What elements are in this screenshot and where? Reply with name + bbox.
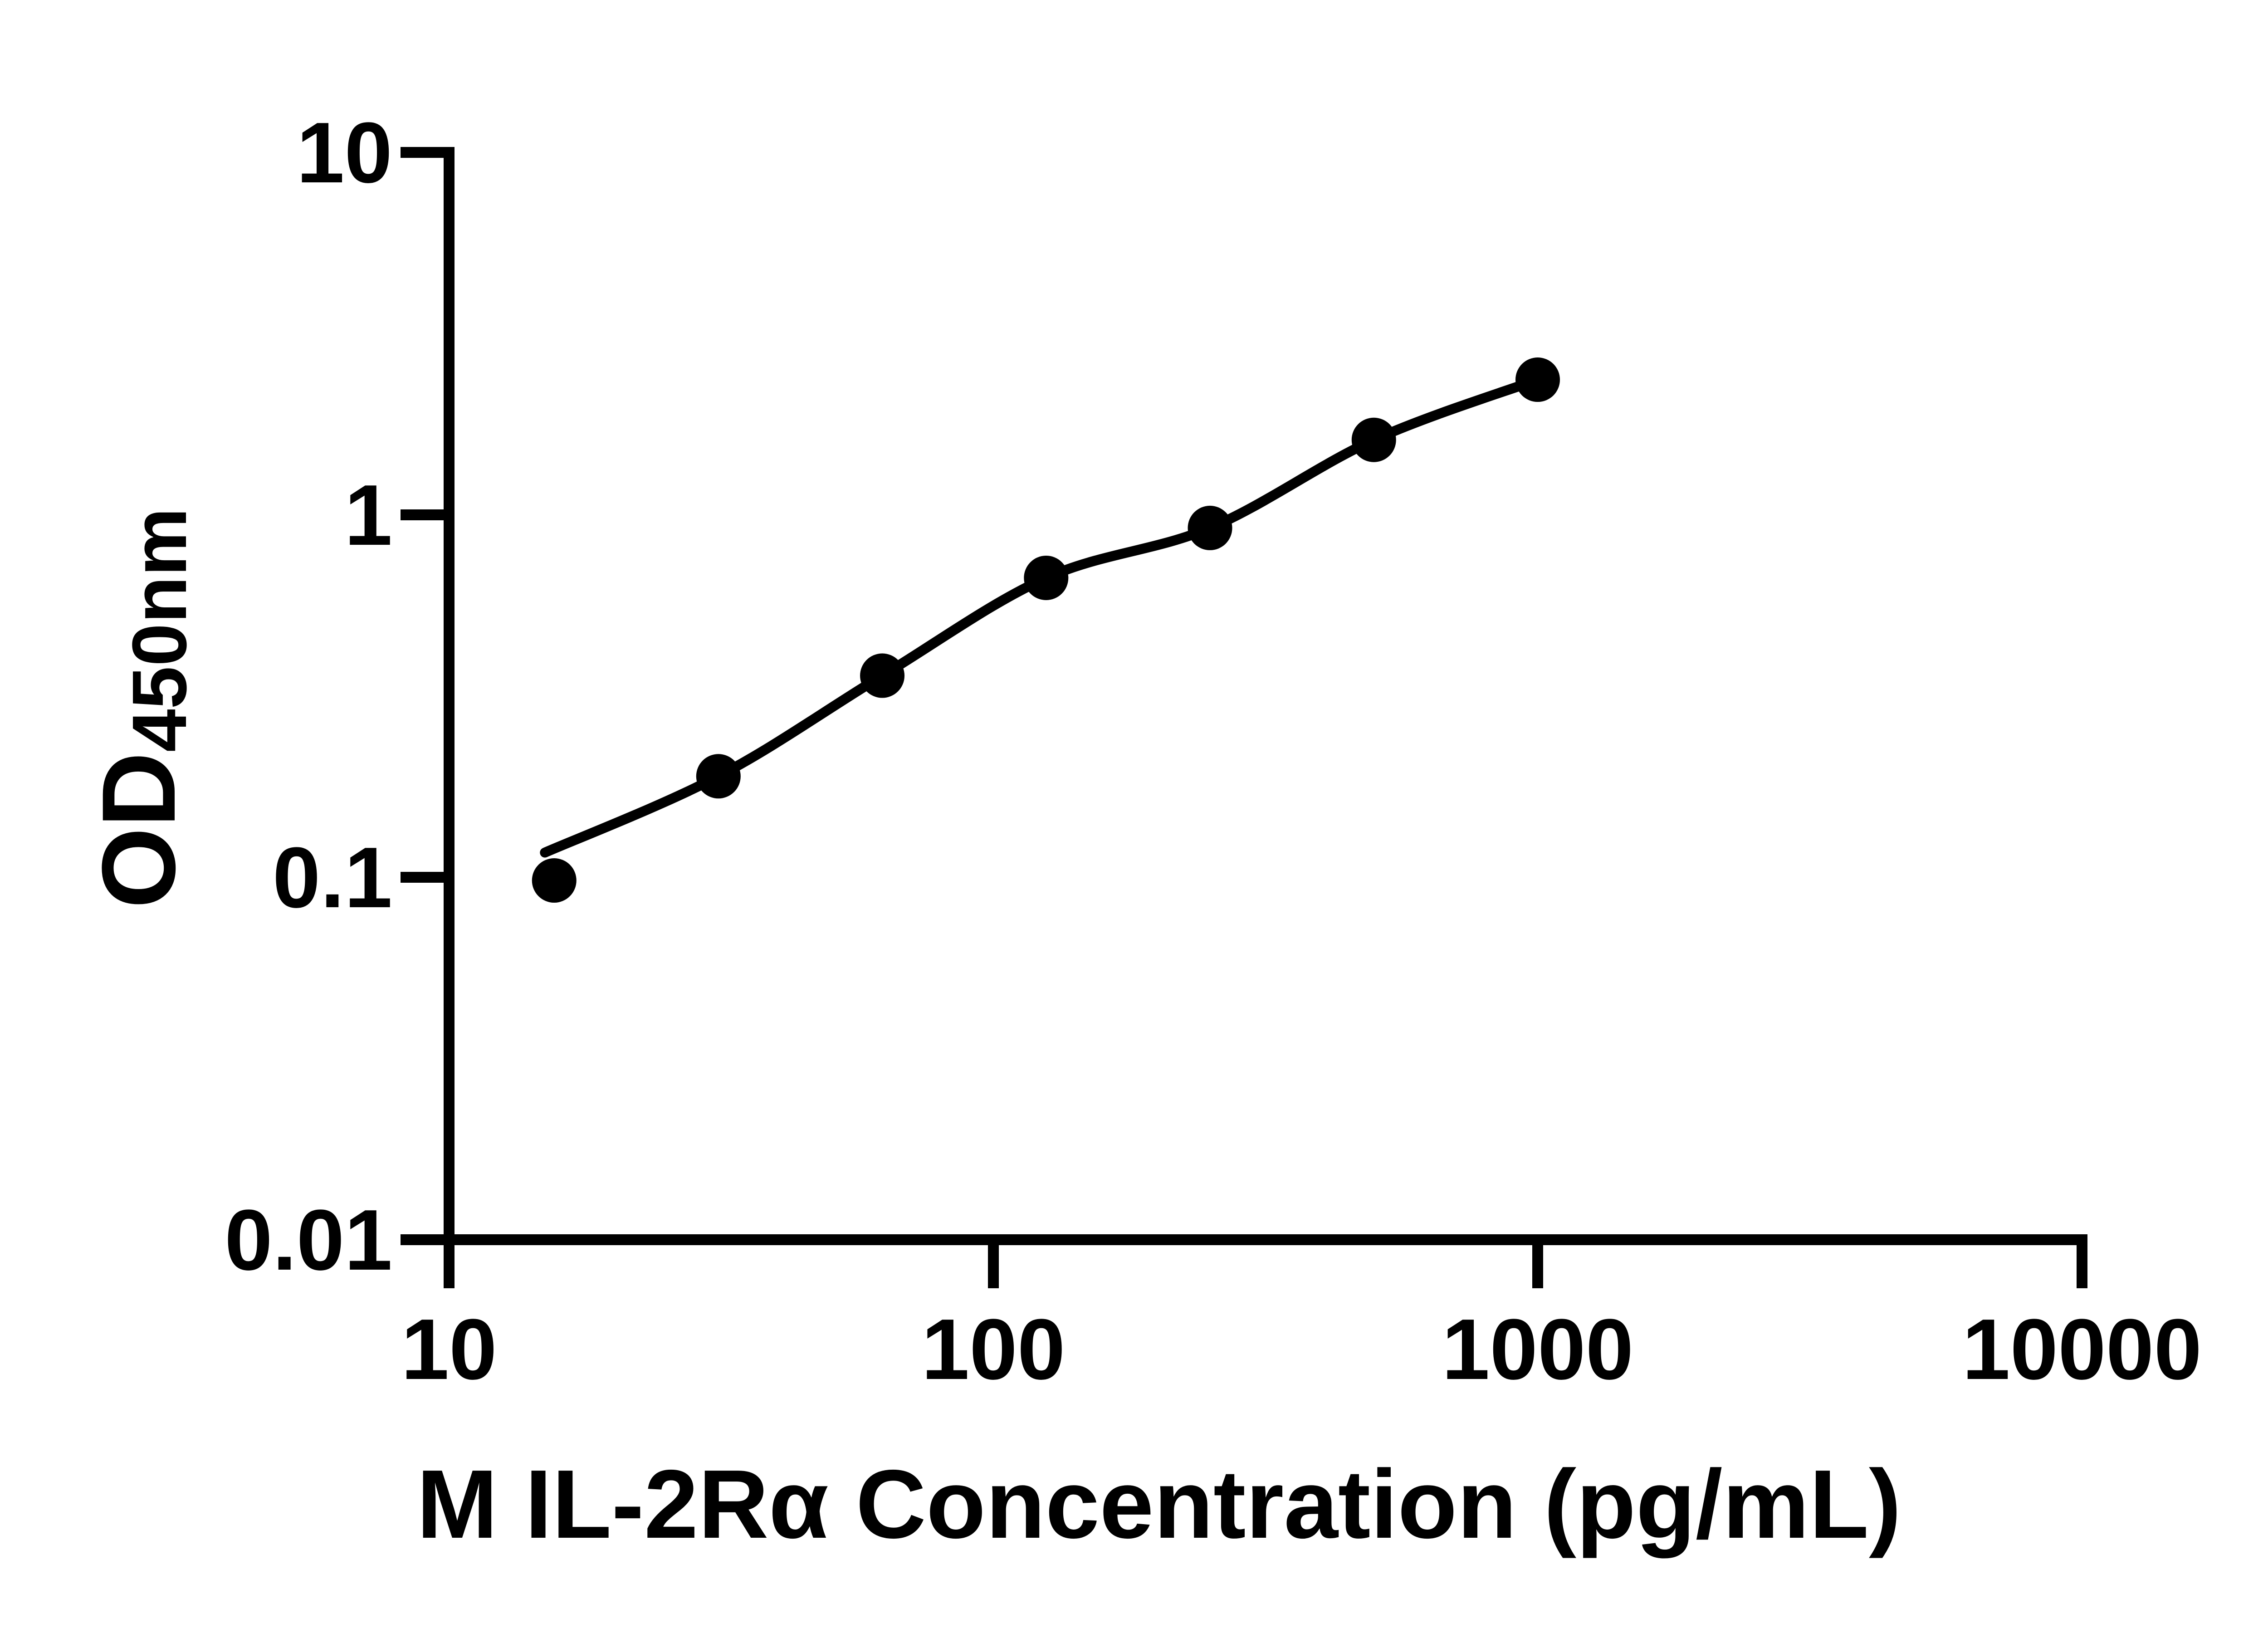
x-tick [988, 1245, 999, 1288]
y-axis-line [444, 147, 455, 1288]
axis-titles-group: OD450nm M IL-2Rα Concentration (pg/mL) [80, 508, 1901, 1559]
y-axis-title-subscript: 450nm [117, 508, 203, 752]
y-axis-title: OD450nm [80, 508, 203, 909]
y-tick [401, 147, 444, 158]
data-point [1024, 555, 1069, 600]
points-group [532, 357, 1560, 903]
ticks-group [401, 147, 2087, 1288]
data-point [1351, 417, 1396, 462]
y-tick-label: 10 [297, 105, 392, 201]
x-axis-line [444, 1234, 2087, 1245]
y-tick [401, 509, 444, 520]
y-axis-title-main: OD [80, 752, 197, 909]
x-tick [444, 1245, 455, 1288]
y-tick-label: 0.1 [273, 830, 392, 926]
data-point [532, 858, 577, 903]
y-tick [401, 872, 444, 883]
x-tick [2077, 1245, 2087, 1288]
data-point [696, 754, 741, 799]
y-tick-label: 0.01 [225, 1192, 392, 1288]
x-tick [1532, 1245, 1543, 1288]
x-tick-label: 10 [401, 1301, 497, 1398]
x-axis-title: M IL-2Rα Concentration (pg/mL) [416, 1449, 1901, 1559]
axes-group [444, 147, 2087, 1288]
x-tick-label: 100 [921, 1301, 1065, 1398]
data-point [1515, 357, 1560, 402]
x-tick-label: 10000 [1962, 1301, 2202, 1398]
data-point [1188, 505, 1232, 550]
x-tick-label: 1000 [1442, 1301, 1634, 1398]
data-point [860, 653, 905, 698]
y-tick-label: 1 [344, 467, 392, 563]
y-tick [401, 1234, 444, 1245]
